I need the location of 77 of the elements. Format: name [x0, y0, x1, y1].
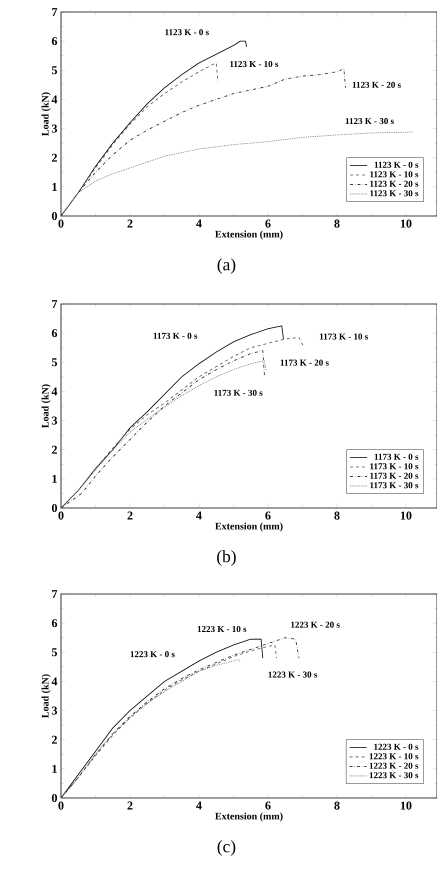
x-tick-label: 6	[265, 802, 270, 810]
y-tick-label: 4	[51, 677, 58, 686]
x-tick-label: 4	[196, 802, 202, 810]
y-tick-label: 7	[52, 8, 57, 16]
x-tick-label: 2	[127, 220, 132, 228]
legend-label: 1123 K - 10 s	[370, 171, 418, 178]
y-tick-label: 4	[51, 387, 58, 396]
annotation: 1123 K - 0 s	[165, 29, 209, 36]
line-series	[60, 132, 414, 216]
annotation: 1223 K - 10 s	[198, 626, 246, 632]
x-tick-label: 0	[58, 220, 64, 228]
x-tick-label: 2	[127, 802, 132, 810]
x-tick-label: 2	[127, 512, 132, 520]
annotation: 1173 K - 0 s	[154, 332, 198, 339]
legend-label: 1173 K - 10 s	[370, 463, 418, 470]
annotation: 1173 K - 10 s	[320, 333, 368, 340]
y-tick-label: 7	[52, 590, 57, 598]
x-tick-label: 10	[400, 512, 412, 520]
legend-label: 1223 K - 20 s	[370, 762, 418, 769]
y-axis-title: Load (kN)	[41, 384, 50, 428]
x-tick-label: 10	[400, 802, 412, 810]
y-tick-label: 5	[52, 648, 57, 656]
annotation: 1223 K - 0 s	[130, 651, 175, 658]
y-tick-label: 2	[52, 446, 57, 454]
x-tick-label: 0	[58, 512, 64, 520]
x-tick-label: 4	[196, 220, 202, 228]
legend-label: 1123 K - 30 s	[370, 190, 418, 196]
y-axis-title: Load (kN)	[41, 92, 50, 136]
x-axis-title: Extension (mm)	[214, 230, 282, 240]
x-axis-title: Extension (mm)	[214, 522, 282, 532]
x-tick-label: 8	[334, 220, 340, 228]
y-tick-label: 5	[52, 358, 57, 366]
annotation: 1123 K - 20 s	[352, 82, 401, 88]
x-tick-label: 4	[196, 512, 202, 520]
annotation: 1123 K - 30 s	[346, 118, 394, 124]
y-tick-label: 6	[52, 329, 57, 338]
annotation: 1223 K - 30 s	[268, 672, 317, 678]
y-tick-label: 1	[52, 182, 57, 191]
annotation: 1123 K - 10 s	[230, 60, 278, 68]
text: (c)	[217, 840, 236, 856]
y-tick-label: 0	[52, 212, 57, 220]
y-tick-label: 7	[52, 300, 57, 308]
y-tick-label: 2	[52, 736, 57, 744]
x-axis-title: Extension (mm)	[214, 812, 282, 822]
legend-label: 1173 K - 0 s	[374, 454, 418, 460]
legend-label: 1223 K - 0 s	[374, 744, 418, 750]
x-tick-label: 6	[265, 220, 270, 228]
y-tick-label: 3	[52, 706, 57, 715]
y-tick-label: 0	[52, 504, 57, 512]
legend-label: 1223 K - 10 s	[370, 753, 418, 760]
legend-label: 1123 K - 0 s	[374, 162, 418, 168]
line-series	[60, 659, 241, 798]
annotation: 1223 K - 20 s	[290, 622, 340, 628]
y-axis-title: Load (kN)	[41, 674, 50, 718]
x-tick-label: 0	[58, 802, 64, 810]
y-tick-label: 4	[51, 95, 58, 104]
y-tick-label: 3	[52, 124, 57, 133]
annotation: 1173 K - 20 s	[280, 360, 329, 366]
x-tick-label: 6	[265, 512, 270, 520]
x-tick-label: 8	[334, 512, 340, 520]
legend-label: 1223 K - 30 s	[370, 772, 418, 778]
annotation: 1173 K - 30 s	[214, 390, 262, 396]
legend-label: 1123 K - 20 s	[370, 180, 418, 187]
y-tick-label: 3	[52, 416, 57, 425]
legend-label: 1173 K - 20 s	[370, 472, 418, 479]
text: (b)	[216, 550, 236, 566]
y-tick-label: 1	[52, 474, 57, 483]
y-tick-label: 2	[52, 154, 57, 162]
y-tick-label: 6	[52, 37, 57, 46]
legend-label: 1173 K - 30 s	[370, 482, 418, 488]
text: (a)	[217, 258, 236, 274]
y-tick-label: 1	[52, 764, 57, 773]
x-tick-label: 10	[400, 220, 412, 228]
x-tick-label: 8	[334, 802, 340, 810]
y-tick-label: 6	[52, 619, 57, 628]
y-tick-label: 5	[52, 66, 57, 74]
y-tick-label: 0	[52, 794, 57, 802]
